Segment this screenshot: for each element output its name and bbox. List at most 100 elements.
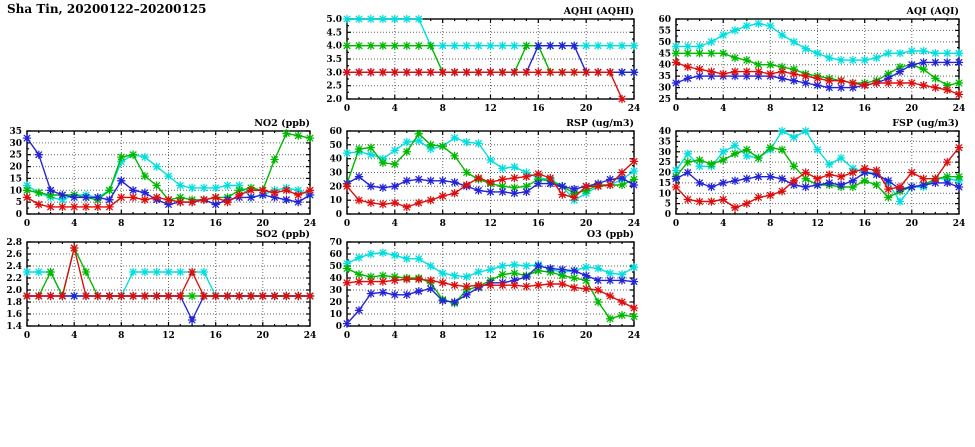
chart-aqhi: 2.0 2.5 3.0 3.5 4.0 4.5 5.0 0 4 8 12 16 20 24 AQHI (AQ… (311, 3, 648, 119)
axis-ticks (675, 130, 960, 215)
y-tick-label: 50 (658, 38, 671, 48)
y-tick-label: 5 (665, 200, 671, 210)
y-tick-label: 20 (329, 298, 342, 308)
x-tick-label: 12 (811, 104, 824, 114)
y-tick-label: 40 (329, 274, 342, 284)
y-tick-label: 1.4 (6, 322, 22, 332)
series-red (671, 143, 964, 213)
chart-so2: 1.4 1.6 1.8 2.0 2.2 2.4 2.6 2.8 0 4 8 12 16 20 24 SO2 (… (0, 226, 324, 346)
chart-title: AQI (AQI) (906, 6, 959, 17)
axis-labels: 2.0 2.5 3.0 3.5 4.0 4.5 5.0 0 4 8 12 16 20 24 (326, 15, 640, 114)
y-tick-label: 25 (9, 151, 22, 161)
chart-o3: 0 10 20 30 40 50 60 70 0 4 8 12 16 20 24 O3 (ppb) (311, 226, 648, 346)
x-tick-label: 16 (209, 219, 222, 229)
y-tick-label: 40 (329, 155, 342, 165)
x-tick-label: 8 (767, 219, 773, 229)
gridlines (27, 242, 310, 326)
y-tick-label: 2.0 (326, 95, 342, 105)
y-tick-label: 70 (329, 238, 342, 248)
y-tick-label: 50 (329, 141, 342, 151)
x-tick-label: 0 (24, 219, 30, 229)
x-tick-label: 20 (257, 219, 270, 229)
axis-ticks (675, 18, 960, 100)
y-tick-label: 5.0 (326, 15, 342, 25)
y-tick-label: 30 (329, 169, 342, 179)
chart-svg-rsp: 0 10 20 30 40 50 60 0 4 8 12 16 20 24 RSP (ug/m3) (329, 118, 640, 229)
series-red (22, 243, 315, 301)
x-tick-label: 12 (484, 219, 497, 229)
x-tick-label: 8 (118, 331, 124, 341)
y-tick-label: 30 (329, 286, 342, 296)
y-tick-label: 2.5 (326, 82, 342, 92)
x-tick-label: 24 (953, 219, 966, 229)
x-tick-label: 8 (440, 104, 446, 114)
y-tick-label: 55 (658, 26, 671, 36)
series-red (342, 157, 639, 212)
page-title: Sha Tin, 20200122–20200125 (7, 2, 207, 16)
y-tick-label: 30 (658, 148, 671, 158)
x-tick-label: 24 (304, 219, 317, 229)
y-tick-label: 2.4 (6, 262, 22, 272)
y-tick-label: 30 (9, 139, 22, 149)
x-tick-label: 20 (257, 331, 270, 341)
x-tick-label: 16 (532, 219, 545, 229)
y-tick-label: 3.5 (326, 55, 342, 65)
x-tick-label: 16 (532, 331, 545, 341)
y-tick-label: 35 (658, 137, 671, 147)
x-tick-label: 0 (673, 104, 679, 114)
series-red (342, 68, 627, 104)
chart-rsp: 0 10 20 30 40 50 60 0 4 8 12 16 20 24 RSP (ug/m3) (311, 115, 648, 234)
y-tick-label: 0 (665, 210, 671, 220)
y-tick-label: 25 (658, 158, 671, 168)
x-tick-label: 8 (767, 104, 773, 114)
y-tick-label: 50 (329, 262, 342, 272)
series-red (671, 58, 964, 99)
y-tick-label: 5 (16, 198, 22, 208)
chart-title: RSP (ug/m3) (566, 118, 634, 129)
y-tick-label: 3.0 (326, 68, 342, 78)
y-tick-label: 0 (336, 210, 342, 220)
x-tick-label: 8 (440, 331, 446, 341)
y-tick-label: 2.8 (6, 238, 22, 248)
chart-svg-aqhi: 2.0 2.5 3.0 3.5 4.0 4.5 5.0 0 4 8 12 16 20 24 AQHI (AQ… (326, 6, 640, 114)
x-tick-label: 4 (392, 219, 398, 229)
axis-labels: 0 10 20 30 40 50 60 70 0 4 8 12 16 20 24 (329, 238, 640, 341)
y-tick-label: 15 (9, 174, 22, 184)
x-tick-label: 4 (392, 104, 398, 114)
x-tick-label: 8 (118, 219, 124, 229)
x-tick-label: 12 (162, 219, 175, 229)
chart-no2: 0 5 10 15 20 25 30 35 0 4 8 12 16 20 24 NO2 (ppb) (0, 115, 324, 234)
x-tick-label: 4 (720, 104, 726, 114)
y-tick-label: 40 (658, 127, 671, 137)
chart-title: NO2 (ppb) (254, 118, 310, 129)
y-tick-label: 45 (658, 49, 671, 59)
y-tick-label: 35 (658, 72, 671, 82)
y-tick-label: 60 (329, 250, 342, 260)
x-tick-label: 4 (720, 219, 726, 229)
gridlines (347, 131, 634, 214)
y-tick-label: 60 (329, 127, 342, 137)
x-tick-label: 24 (304, 331, 317, 341)
y-tick-label: 15 (658, 179, 671, 189)
gridlines (347, 19, 634, 99)
x-tick-label: 20 (580, 219, 593, 229)
y-tick-label: 0 (16, 210, 22, 220)
x-tick-label: 0 (673, 219, 679, 229)
y-tick-label: 2.6 (6, 250, 22, 260)
y-tick-label: 60 (658, 15, 671, 25)
x-tick-label: 12 (811, 219, 824, 229)
y-tick-label: 2.2 (6, 274, 22, 284)
y-tick-label: 4.0 (326, 42, 342, 52)
y-tick-label: 30 (658, 84, 671, 94)
chart-fsp: 0 5 10 15 20 25 30 35 40 0 4 8 12 16 20 24 FSP (ug/m3) (640, 115, 973, 234)
y-tick-label: 4.5 (326, 28, 342, 38)
x-tick-label: 20 (906, 104, 919, 114)
chart-title: FSP (ug/m3) (892, 118, 959, 129)
x-tick-label: 12 (484, 104, 497, 114)
